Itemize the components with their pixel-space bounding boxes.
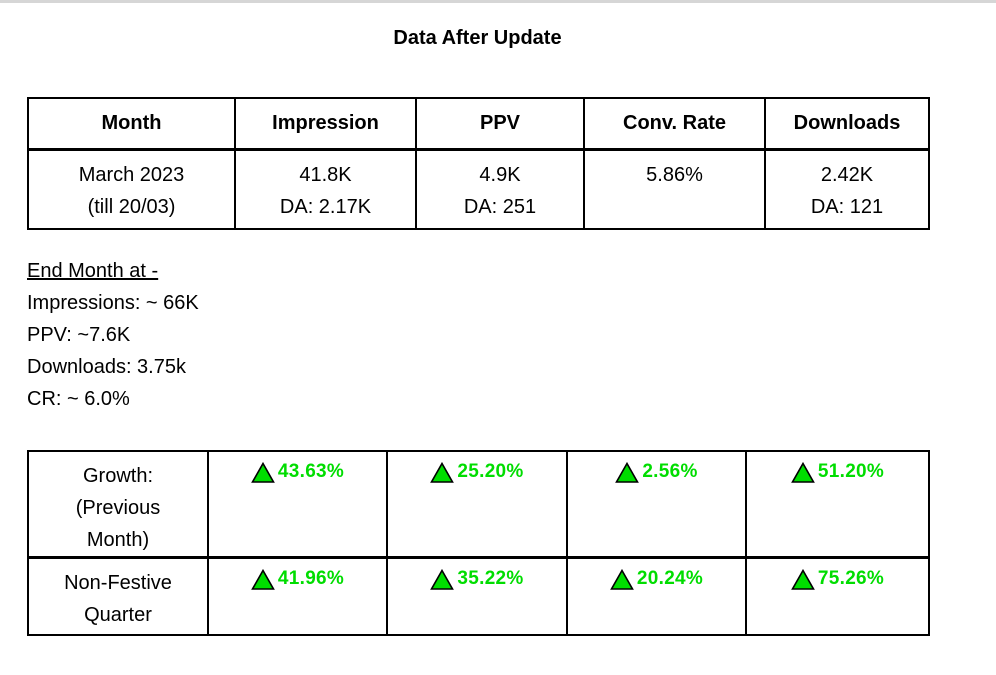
ppv-da: DA: 251	[463, 195, 537, 218]
growth-indicator: 75.26%	[791, 567, 884, 591]
up-triangle-icon	[251, 461, 275, 483]
growth-indicator: 35.22%	[430, 567, 523, 591]
header-impression: Impression	[234, 97, 417, 151]
up-triangle-icon	[430, 568, 455, 590]
up-triangle-icon	[791, 461, 815, 483]
window-edge-strip	[0, 0, 996, 3]
growth-indicator: 20.24%	[610, 567, 703, 591]
cell-conv-rate: 5.86%	[583, 148, 766, 230]
label-line: Growth:	[82, 465, 154, 487]
growth-previous-month-row: Growth: (Previous Month) 43.63% 25.20% 2…	[27, 450, 930, 559]
label-line: Month)	[86, 529, 150, 551]
label-line: (Previous	[75, 497, 161, 519]
page-title: Data After Update	[393, 27, 562, 49]
growth-indicator: 2.56%	[615, 460, 697, 484]
up-triangle-icon	[251, 568, 275, 590]
growth-cell-ppv: 25.20%	[386, 450, 568, 559]
downloads-value: 2.42K	[820, 163, 874, 186]
metrics-header-row: Month Impression PPV Conv. Rate Download…	[27, 97, 930, 151]
header-ppv: PPV	[415, 97, 585, 151]
growth-row-label: Growth: (Previous Month)	[27, 450, 209, 559]
cell-ppv: 4.9K DA: 251	[415, 148, 585, 230]
impression-value: 41.8K	[299, 163, 352, 186]
growth-indicator: 41.96%	[251, 567, 344, 591]
label-line: Quarter	[84, 604, 152, 626]
header-conv-rate: Conv. Rate	[583, 97, 766, 151]
ppv-value: 4.9K	[479, 163, 521, 186]
growth-value: 75.26%	[817, 568, 885, 589]
growth-cell-downloads: 51.20%	[745, 450, 930, 559]
conv-rate-value: 5.86%	[646, 163, 703, 186]
cell-impression: 41.8K DA: 2.17K	[234, 148, 417, 230]
growth-table: Growth: (Previous Month) 43.63% 25.20% 2…	[27, 450, 930, 636]
growth-cell-ppv: 35.22%	[386, 556, 568, 636]
downloads-da: DA: 121	[810, 195, 884, 218]
month-value: March 2023	[78, 163, 185, 186]
non-festive-quarter-row: Non-Festive Quarter 41.96% 35.22% 20.24%	[27, 556, 930, 636]
up-triangle-icon	[610, 568, 634, 590]
up-triangle-icon	[430, 461, 455, 483]
metrics-data-row: March 2023 (till 20/03) 41.8K DA: 2.17K …	[27, 148, 930, 230]
growth-row-label: Non-Festive Quarter	[27, 556, 209, 636]
growth-indicator: 51.20%	[791, 460, 884, 484]
note-downloads: Downloads: 3.75k	[27, 356, 186, 378]
growth-cell-conv-rate: 2.56%	[566, 450, 747, 559]
metrics-table: Month Impression PPV Conv. Rate Download…	[27, 97, 930, 230]
note-impressions: Impressions: ~ 66K	[27, 292, 199, 314]
growth-indicator: 43.63%	[251, 460, 344, 484]
growth-cell-impression: 41.96%	[207, 556, 388, 636]
cell-month: March 2023 (till 20/03)	[27, 148, 236, 230]
note-ppv: PPV: ~7.6K	[27, 324, 131, 346]
notes-heading: End Month at -	[27, 260, 159, 282]
impression-da: DA: 2.17K	[279, 195, 372, 218]
growth-value: 2.56%	[642, 461, 698, 482]
growth-cell-downloads: 75.26%	[745, 556, 930, 636]
header-month: Month	[27, 97, 236, 151]
growth-value: 51.20%	[817, 461, 885, 482]
month-detail: (till 20/03)	[87, 195, 176, 218]
up-triangle-icon	[791, 568, 815, 590]
header-downloads: Downloads	[764, 97, 930, 151]
note-cr: CR: ~ 6.0%	[27, 388, 130, 410]
end-month-notes: End Month at - Impressions: ~ 66K PPV: ~…	[27, 255, 199, 415]
growth-value: 35.22%	[457, 568, 524, 589]
growth-value: 41.96%	[277, 568, 345, 589]
cell-downloads: 2.42K DA: 121	[764, 148, 930, 230]
label-line: Non-Festive	[64, 572, 172, 594]
growth-value: 25.20%	[457, 461, 524, 482]
growth-indicator: 25.20%	[430, 460, 523, 484]
growth-value: 20.24%	[636, 568, 704, 589]
up-triangle-icon	[615, 461, 640, 483]
growth-value: 43.63%	[277, 461, 345, 482]
growth-cell-conv-rate: 20.24%	[566, 556, 747, 636]
growth-cell-impression: 43.63%	[207, 450, 388, 559]
